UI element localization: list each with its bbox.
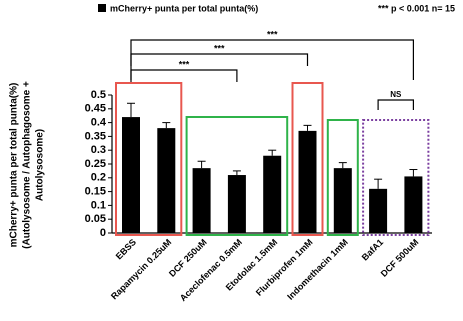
y-tick-label: 0.4 [91,117,107,129]
x-tick-label: EBSS [114,237,138,261]
group-box [326,119,359,236]
bracket-label: *** [214,43,225,53]
y-tick-label: 0.25 [85,158,106,170]
y-tick-label: 0.05 [85,213,106,225]
y-tick-label: 0.45 [85,103,106,115]
y-axis-title: Autolysosome) [35,129,46,201]
y-tick-label: 0.5 [91,89,106,101]
group-box [362,119,430,236]
bar [227,175,246,233]
x-tick-label: Indomethacin 1mM [285,237,350,302]
legend-swatch [98,4,106,12]
bracket [377,99,414,110]
bracket-label: NS [390,90,402,99]
group-box [115,82,183,236]
x-tick-label: Aceclofenac 0.5mM [178,237,244,303]
y-tick-label: 0.15 [85,186,106,198]
annotation: *** p < 0.001 n= 15 [378,3,455,13]
group-box [185,116,289,236]
x-tick-label: DCF 500uM [379,237,421,279]
bar [333,168,352,233]
y-tick-label: 0.2 [91,172,106,184]
y-tick-label: 0.1 [91,199,106,211]
bracket-label: *** [267,29,278,39]
legend-label: mCherry+ punta per total punta(%) [110,3,258,13]
bar [263,155,282,233]
bar [298,130,317,233]
bracket [130,69,238,82]
bar [192,168,211,233]
y-tick-label: 0 [100,227,106,239]
y-tick-label: 0.35 [85,130,106,142]
x-tick-label: Rapamycin 0.25uM [109,237,173,301]
bar [157,128,176,233]
y-axis-title: (Autolysosome / Autophagosome + [22,81,33,249]
bar [404,176,423,233]
bar [369,188,388,233]
x-tick-label: BafA1 [360,237,385,262]
bracket [130,39,414,80]
bracket [130,53,309,66]
y-tick-label: 0.3 [91,144,106,156]
bar [122,117,140,233]
group-box [291,82,324,236]
bracket-label: *** [179,59,190,69]
y-axis-title: mCherry+ punta per total punta(%) [9,83,20,248]
